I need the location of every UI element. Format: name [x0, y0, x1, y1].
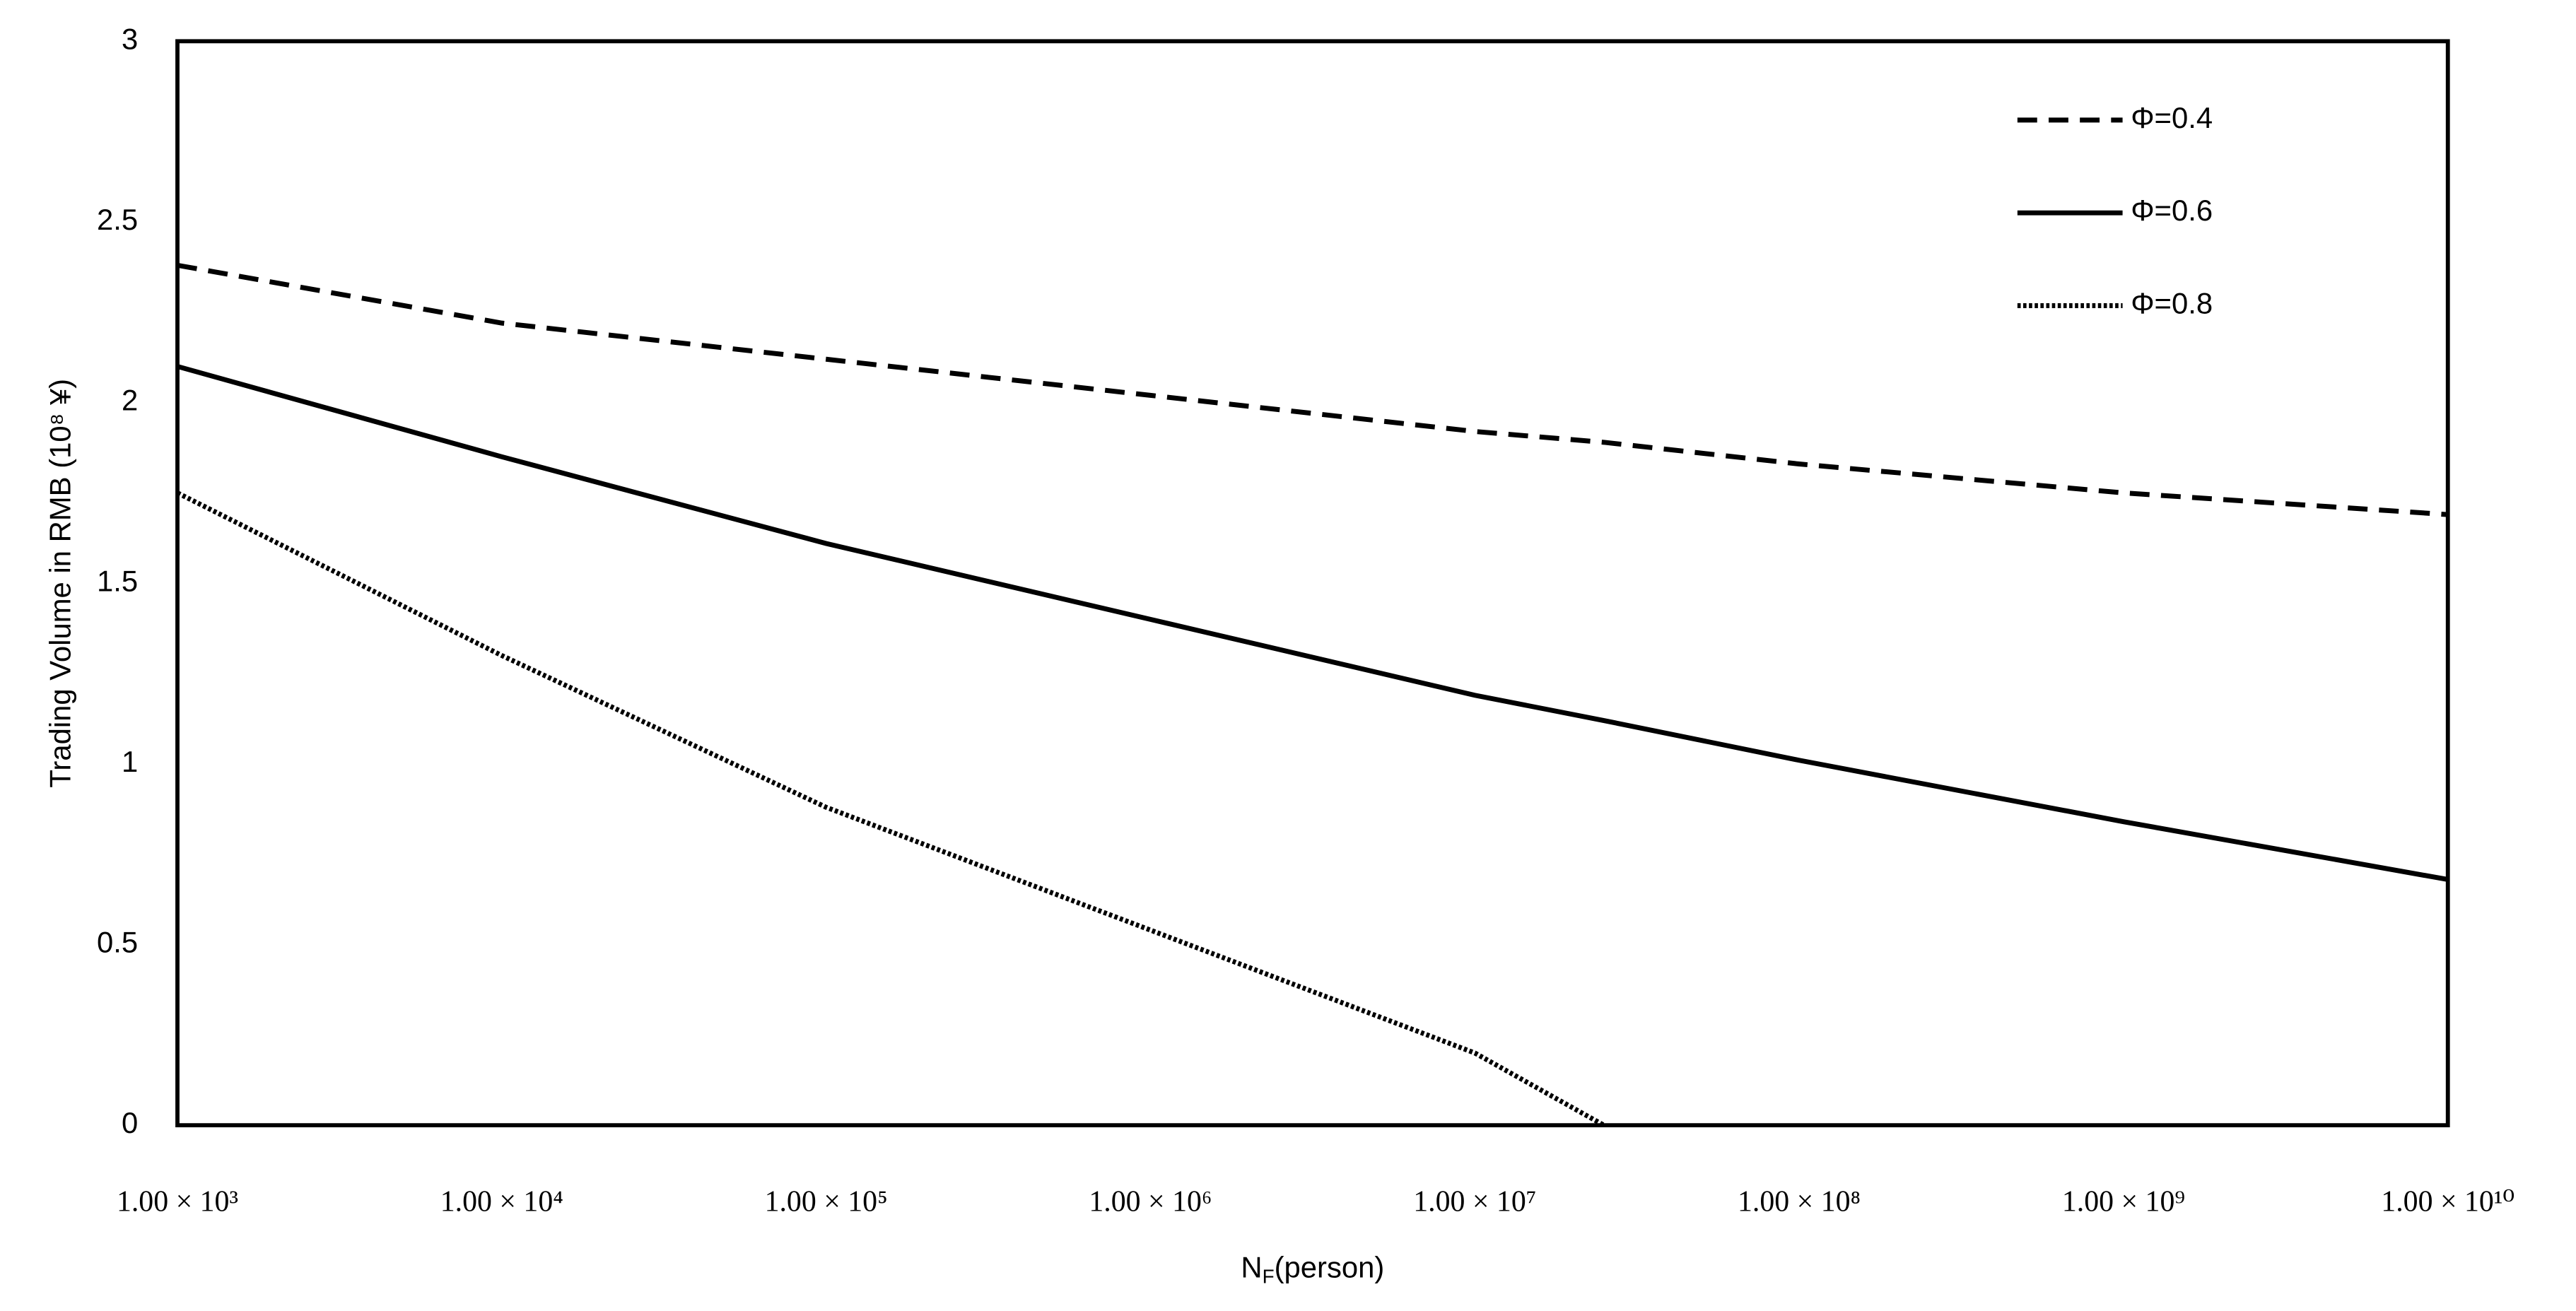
y-axis-label: Trading Volume in RMB (10⁸ ¥) — [43, 379, 76, 788]
legend-label: Φ=0.4 — [2131, 101, 2213, 134]
plot-frame — [175, 39, 2450, 1128]
data-line — [176, 490, 1605, 1128]
x-axis-label-main: N — [1241, 1251, 1262, 1284]
x-tick-label: 1.00 × 10⁹ — [2062, 1185, 2185, 1218]
legend-label: Φ=0.8 — [2131, 287, 2213, 320]
legend-label: Φ=0.6 — [2131, 194, 2213, 227]
x-axis-label-sub: F — [1263, 1266, 1275, 1288]
x-tick-label: 1.00 × 10⁵ — [765, 1185, 888, 1218]
y-tick-label: 1.5 — [97, 564, 138, 597]
x-tick-label: 1.00 × 10⁴ — [440, 1185, 563, 1218]
y-tick-label: 1 — [122, 745, 138, 778]
x-tick-label: 1.00 × 10³ — [117, 1185, 238, 1218]
x-axis-label: NF(person) — [1241, 1251, 1384, 1288]
y-tick-label: 0 — [122, 1106, 138, 1139]
x-tick-label: 1.00 × 10⁶ — [1089, 1185, 1212, 1218]
y-tick-label: 0.5 — [97, 926, 138, 959]
data-line — [177, 364, 2449, 882]
x-tick-label: 1.00 × 10⁷ — [1413, 1185, 1536, 1218]
x-tick-label: 1.00 × 10¹⁰ — [2381, 1185, 2514, 1218]
x-axis-label-rest: (person) — [1275, 1251, 1385, 1284]
x-tick-label: 1.00 × 10⁸ — [1738, 1185, 1861, 1218]
y-tick-label: 2 — [122, 384, 138, 417]
y-tick-label: 3 — [122, 22, 138, 55]
data-line — [177, 262, 2448, 517]
y-tick-label: 2.5 — [97, 203, 138, 236]
